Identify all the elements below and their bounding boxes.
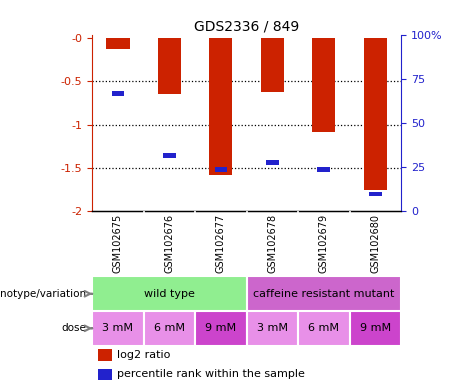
Bar [92, 311, 144, 346]
Text: 6 mM: 6 mM [308, 323, 339, 333]
Text: GSM102676: GSM102676 [165, 214, 174, 273]
Bar [158, 38, 181, 94]
Text: dose: dose [61, 323, 86, 333]
Text: GSM102680: GSM102680 [370, 214, 380, 273]
Bar [106, 38, 130, 49]
Text: genotype/variation: genotype/variation [0, 289, 86, 299]
Text: 3 mM: 3 mM [102, 323, 133, 333]
Bar [247, 311, 298, 346]
Bar [247, 276, 401, 311]
Bar [209, 38, 232, 175]
Text: 6 mM: 6 mM [154, 323, 185, 333]
Bar [98, 369, 112, 380]
Bar [261, 38, 284, 92]
Bar [349, 311, 401, 346]
Text: GSM102678: GSM102678 [267, 214, 278, 273]
Text: caffeine resistant mutant: caffeine resistant mutant [253, 289, 395, 299]
Bar [195, 311, 247, 346]
Bar [318, 167, 330, 172]
Bar [369, 192, 382, 196]
Bar [266, 161, 279, 165]
Bar [144, 311, 195, 346]
Title: GDS2336 / 849: GDS2336 / 849 [194, 20, 299, 33]
Bar [112, 91, 124, 96]
Text: GSM102675: GSM102675 [113, 214, 123, 273]
Bar [214, 167, 227, 172]
Text: 9 mM: 9 mM [360, 323, 391, 333]
Bar [312, 38, 336, 132]
Bar [298, 311, 349, 346]
Text: 3 mM: 3 mM [257, 323, 288, 333]
Text: 9 mM: 9 mM [205, 323, 236, 333]
Bar [364, 38, 387, 190]
Bar [98, 349, 112, 361]
Text: percentile rank within the sample: percentile rank within the sample [117, 369, 305, 379]
Bar [163, 153, 176, 158]
Text: wild type: wild type [144, 289, 195, 299]
Text: GSM102679: GSM102679 [319, 214, 329, 273]
Text: GSM102677: GSM102677 [216, 214, 226, 273]
Bar [92, 276, 247, 311]
Text: log2 ratio: log2 ratio [117, 350, 170, 360]
